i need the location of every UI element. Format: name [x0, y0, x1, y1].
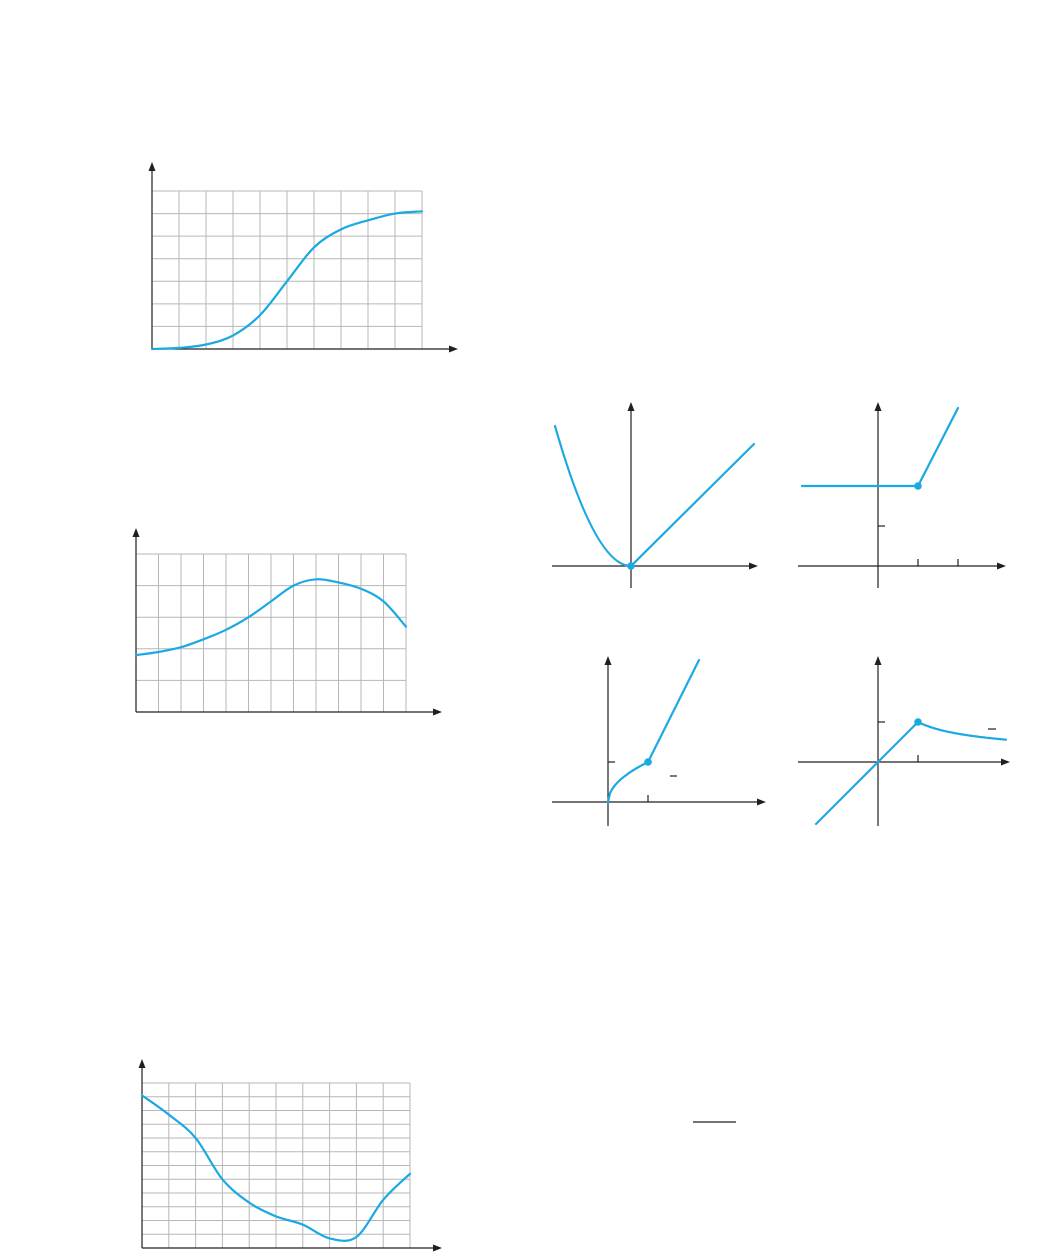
y-axis-arrow-icon — [148, 162, 156, 171]
grid-graph-3-curve — [140, 1094, 412, 1242]
grid-graph-3 — [138, 1059, 442, 1252]
y-axis-arrow-icon — [132, 528, 140, 537]
y-axis-arrow-icon — [874, 402, 882, 411]
grid-graph-3-axes — [138, 1059, 442, 1252]
y-axis-arrow-icon — [138, 1059, 146, 1068]
x-axis-arrow-icon — [1001, 758, 1010, 766]
junction-point — [914, 482, 922, 490]
piecewise-graph-d — [798, 656, 1010, 826]
linear-branch — [629, 442, 756, 568]
x-axis-arrow-icon — [433, 1244, 442, 1252]
grid-graph-1-axes — [148, 162, 458, 353]
vertex-point — [627, 562, 635, 570]
grid-graph-2-curve — [134, 578, 408, 657]
piecewise-graph-b — [798, 402, 1006, 588]
piecewise-graph-a — [552, 402, 758, 588]
junction-point — [914, 718, 922, 726]
grid-graph-2-axes — [132, 528, 442, 716]
x-axis-arrow-icon — [997, 562, 1006, 570]
linear-branch — [646, 658, 701, 764]
y-axis-arrow-icon — [627, 402, 635, 411]
y-axis-arrow-icon — [604, 656, 612, 665]
grid-graph-1-curve — [150, 210, 424, 351]
linear-branch — [916, 406, 960, 488]
x-axis-arrow-icon — [449, 345, 458, 353]
x-axis-arrow-icon — [757, 798, 766, 806]
junction-point — [644, 758, 652, 766]
grid-graph-3-grid — [142, 1082, 411, 1248]
y-axis-arrow-icon — [874, 656, 882, 665]
grid-graph-2 — [132, 528, 442, 716]
grid-graph-1-grid — [152, 190, 423, 349]
parabola-branch — [553, 424, 633, 568]
x-axis-arrow-icon — [749, 562, 758, 570]
grid-graph-2-grid — [136, 553, 407, 712]
grid-graph-1 — [148, 162, 458, 353]
x-axis-arrow-icon — [433, 708, 442, 716]
piecewise-graph-c — [552, 656, 766, 826]
reciprocal-branch — [916, 720, 1008, 741]
sqrt-branch — [606, 760, 650, 804]
linear-branch — [814, 720, 920, 826]
